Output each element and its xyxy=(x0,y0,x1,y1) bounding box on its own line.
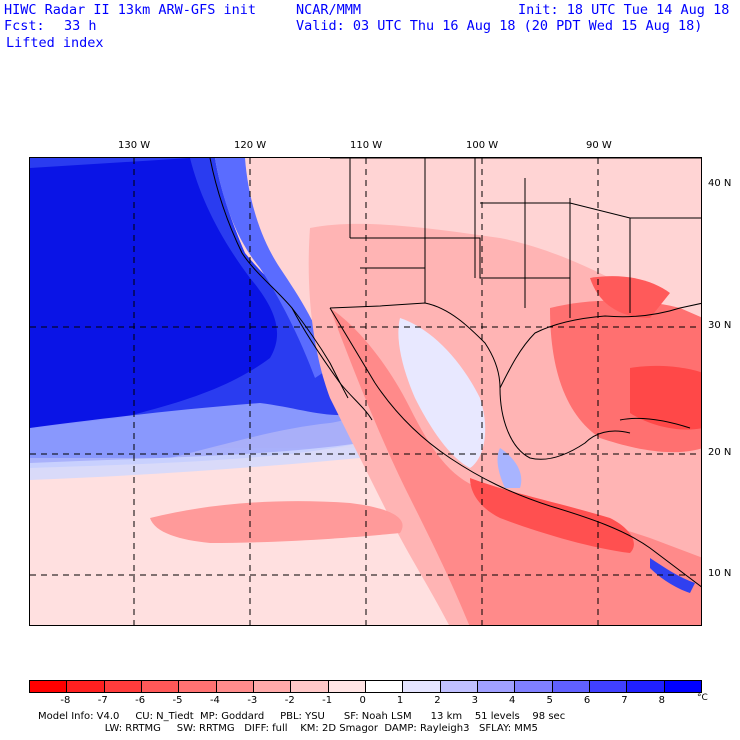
yucatan-coast xyxy=(499,387,631,460)
state-line-1 xyxy=(349,158,631,318)
baja-california xyxy=(291,307,373,421)
colorbar-tick-label: 3 xyxy=(471,695,479,706)
colorbar-swatch xyxy=(291,681,329,692)
lon-label-110w: 110 W xyxy=(350,140,383,151)
colorbar-tick-label: 8 xyxy=(658,695,665,706)
colorbar-tick-label: -6 xyxy=(135,695,146,706)
colorbar-tick-label: -8 xyxy=(60,695,71,706)
field-name: Lifted index xyxy=(6,35,104,51)
lon-label-130w: 130 W xyxy=(118,140,151,151)
colorbar-swatch xyxy=(104,681,142,692)
colorbar-swatch xyxy=(365,681,404,692)
pacific-mexico-unstable xyxy=(470,478,634,553)
valid-time: Valid: 03 UTC Thu 16 Aug 18 (20 PDT Wed … xyxy=(296,18,703,34)
cuba xyxy=(619,417,691,429)
colorbar-swatch xyxy=(216,681,254,692)
colorbar-tick-label: 4 xyxy=(509,695,516,706)
state-line-2 xyxy=(350,202,701,279)
colorbar-swatch xyxy=(552,681,590,692)
southern-plateau-stable xyxy=(497,448,522,488)
lat-label-40n: 40 N xyxy=(708,178,732,189)
lon-label-90w: 90 W xyxy=(586,140,612,151)
colorbar-swatch xyxy=(403,681,441,692)
colorbar-swatch xyxy=(627,681,665,692)
colorbar-tick-label: -3 xyxy=(247,695,258,706)
pacific-core xyxy=(30,158,278,428)
lifted-index-map xyxy=(29,157,702,626)
colorbar-tick-label: -5 xyxy=(172,695,183,706)
colorbar-tick-label: 0 xyxy=(359,695,366,706)
lon-label-120w: 120 W xyxy=(234,140,267,151)
colorbar-ticks: -8 -7 -6 -5 -4 -3 -2 -1 0 1 2 3 4 5 6 7 8 xyxy=(29,695,702,709)
graticule xyxy=(30,158,701,625)
colorbar-tick-label: -7 xyxy=(97,695,108,706)
forecast-label: Fcst: xyxy=(4,18,45,34)
colorbar-swatch xyxy=(328,681,366,692)
colorbar-swatch xyxy=(30,681,68,692)
model-info-line2: LW: RRTMG SW: RRTMG DIFF: full KM: 2D Sm… xyxy=(38,723,538,734)
mexico-pacific-coast xyxy=(374,382,701,588)
colorbar-swatch xyxy=(664,681,701,692)
coastlines xyxy=(209,158,701,588)
gulf-core xyxy=(630,365,701,430)
colorbar-swatch xyxy=(179,681,217,692)
colorbar-tick-label: -1 xyxy=(322,695,333,706)
lat-label-10n: 10 N xyxy=(708,568,732,579)
colorbar-swatch xyxy=(477,681,516,692)
mexican-plateau-stable xyxy=(398,318,486,468)
colorbar-swatch xyxy=(67,681,105,692)
colorbar-swatch xyxy=(589,681,628,692)
colorbar xyxy=(29,680,702,693)
colorbar-unit: °C xyxy=(697,693,708,703)
colorbar-tick-label: 2 xyxy=(434,695,441,706)
model-title: HIWC Radar II 13km ARW-GFS init xyxy=(4,2,256,18)
us-mexico-border xyxy=(329,302,501,389)
init-time: Init: 18 UTC Tue 14 Aug 18 xyxy=(518,2,730,18)
colorbar-tick-label: 7 xyxy=(621,695,628,706)
colorbar-swatch xyxy=(515,681,553,692)
colorbar-tick-label: -4 xyxy=(209,695,220,706)
gulf-of-california xyxy=(329,307,376,384)
colorbar-swatch xyxy=(141,681,180,692)
forecast-hour: 33 h xyxy=(64,18,97,34)
lat-label-30n: 30 N xyxy=(708,320,732,331)
gulf-coast xyxy=(499,302,701,389)
model-info-line1: Model Info: V4.0 CU: N_Tiedt MP: Goddard… xyxy=(38,711,566,722)
tropical-pacific-unstable xyxy=(150,501,403,543)
colorbar-tick-label: 6 xyxy=(583,695,591,706)
colorbar-tick-label: 5 xyxy=(546,695,553,706)
colorbar-tick-label: 1 xyxy=(396,695,404,706)
lon-label-100w: 100 W xyxy=(466,140,499,151)
colorbar-swatch xyxy=(253,681,292,692)
pacific-fringe xyxy=(30,443,360,480)
org-label: NCAR/MMM xyxy=(296,2,362,18)
colorbar-swatch xyxy=(440,681,478,692)
coastal-strip xyxy=(215,158,330,378)
lat-label-20n: 20 N xyxy=(708,447,732,458)
us-west-coast xyxy=(209,158,349,399)
colorbar-tick-label: -2 xyxy=(284,695,295,706)
